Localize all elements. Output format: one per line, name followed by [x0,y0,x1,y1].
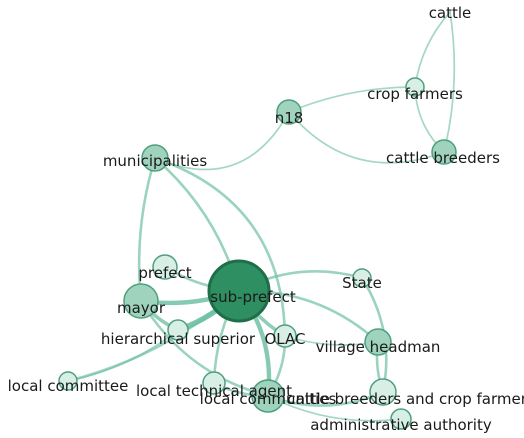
node-label-mayor: mayor [117,299,166,317]
node-hierarchical-superior[interactable] [167,319,189,341]
edge-cattle-to-crop-farmers [414,11,451,88]
edge-layer [66,11,456,422]
node-label-crop-farmers: crop farmers [367,85,463,103]
node-administrative-authority[interactable] [390,408,412,430]
edge-local-committee-to-hierarchical-superior [67,329,179,382]
node-olac[interactable] [273,324,297,348]
node-label-sub-prefect: sub-prefect [210,288,296,306]
node-mayor[interactable] [123,283,159,319]
node-label-local-committee: local committee [8,377,129,395]
node-label-cattle-breeders: cattle breeders [386,149,500,167]
node-label-municipalities: municipalities [103,152,208,170]
node-state[interactable] [352,268,372,288]
node-label-cattle: cattle [429,4,472,22]
node-label-olac: OLAC [265,330,306,348]
node-label-village-headman: village headman [316,338,441,356]
node-crop-farmers[interactable] [405,77,425,97]
node-cattle-breeders-and-crop-farmers[interactable] [369,378,397,406]
node-label-administrative-authority: administrative authority [310,416,492,434]
node-local-committee[interactable] [58,371,78,391]
node-municipalities[interactable] [141,144,169,172]
node-local-communities[interactable] [251,379,285,413]
node-label-prefect: prefect [138,264,191,282]
edge-crop-farmers-to-n18 [288,86,416,113]
node-label-local-technical-agent: local technical agent [136,382,292,400]
node-label-state: State [342,274,382,292]
node-cattle-breeders[interactable] [431,139,457,165]
edge-cattle-breeders-to-n18 [288,111,445,164]
node-layer [58,77,457,430]
edge-cattle-to-cattle-breeders [443,11,456,153]
node-prefect[interactable] [152,254,178,280]
edge-mayor-to-local-communities [139,299,270,398]
node-label-cattle-breeders-and-crop-farmers: cattle breeders and crop farmers [287,390,524,408]
node-sub-prefect[interactable] [207,259,271,323]
edge-municipalities-to-olac [153,156,287,338]
label-layer: cattle crop farmers cattle breeders n18 muni… [8,4,524,434]
node-label-local-communities: local communities [200,390,337,408]
node-label-n18: n18 [275,109,304,127]
node-local-technical-agent[interactable] [202,371,226,395]
node-label-hierarchical-superior: hierarchical superior [101,330,256,348]
node-n18[interactable] [276,99,302,125]
node-village-headman[interactable] [364,328,392,356]
